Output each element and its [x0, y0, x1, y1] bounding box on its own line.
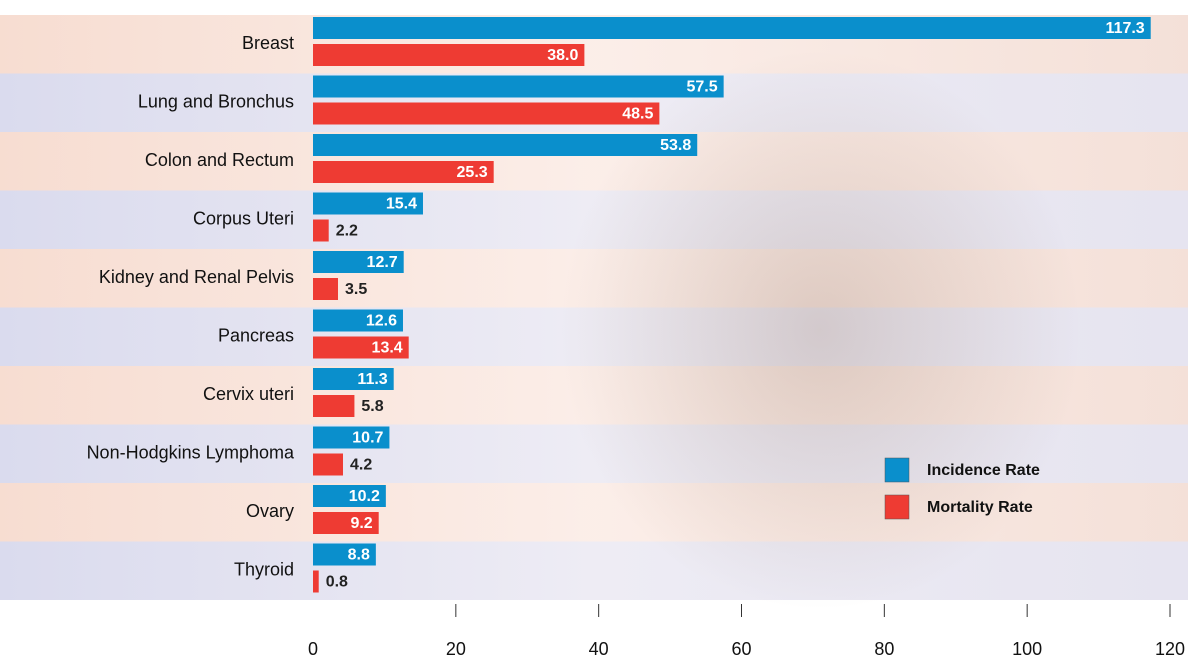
bar [313, 44, 585, 66]
bar [313, 161, 494, 183]
value-label: 10.7 [352, 430, 383, 447]
legend-label: Incidence Rate [927, 462, 1040, 479]
x-tick-label: 60 [731, 639, 751, 659]
bar [313, 219, 329, 242]
value-label: 9.2 [350, 515, 372, 532]
value-label: 10.2 [349, 488, 380, 505]
category-label: Breast [242, 33, 294, 53]
x-tick-label: 20 [446, 639, 466, 659]
value-label: 2.2 [336, 223, 358, 240]
legend-label: Mortality Rate [927, 499, 1033, 516]
category-label: Ovary [246, 501, 294, 521]
value-label: 5.8 [361, 398, 383, 415]
value-label: 53.8 [660, 137, 691, 154]
value-label: 38.0 [547, 47, 578, 64]
value-label: 4.2 [350, 457, 372, 474]
bar [313, 278, 338, 300]
value-label: 0.8 [326, 574, 348, 591]
bar [313, 368, 394, 390]
x-tick-label: 120 [1155, 639, 1185, 659]
bar [313, 102, 660, 125]
bar [313, 395, 355, 417]
value-label: 3.5 [345, 281, 367, 298]
value-label: 13.4 [372, 340, 403, 357]
x-tick-label: 0 [308, 639, 318, 659]
category-label: Thyroid [234, 560, 294, 580]
legend-swatch [884, 494, 910, 520]
bar [313, 336, 409, 359]
bar [313, 512, 379, 534]
value-label: 12.6 [366, 313, 397, 330]
bar [313, 453, 343, 476]
x-tick-label: 100 [1012, 639, 1042, 659]
value-label: 8.8 [348, 547, 370, 564]
bar [313, 309, 403, 332]
value-label: 15.4 [386, 196, 417, 213]
category-label: Pancreas [218, 326, 294, 346]
legend-swatch [884, 457, 910, 483]
value-label: 57.5 [687, 79, 718, 96]
value-label: 12.7 [367, 254, 398, 271]
bar [313, 485, 386, 507]
bar [313, 570, 319, 593]
x-tick-label: 80 [874, 639, 894, 659]
row-band [0, 541, 1188, 600]
bar [313, 251, 404, 273]
category-label: Non-Hodgkins Lymphoma [87, 443, 295, 463]
bar [313, 75, 724, 98]
category-label: Colon and Rectum [145, 150, 294, 170]
photo-shade [560, 50, 1080, 610]
value-label: 48.5 [622, 106, 653, 123]
category-label: Corpus Uteri [193, 209, 294, 229]
category-label: Lung and Bronchus [138, 92, 294, 112]
category-label: Cervix uteri [203, 384, 294, 404]
bar [313, 426, 390, 449]
x-tick-label: 40 [589, 639, 609, 659]
bar [313, 543, 376, 566]
bar [313, 134, 698, 156]
value-label: 25.3 [457, 164, 488, 181]
bar [313, 192, 423, 215]
category-label: Kidney and Renal Pelvis [99, 267, 294, 287]
bar [313, 17, 1151, 39]
value-label: 117.3 [1106, 20, 1145, 37]
value-label: 11.3 [357, 371, 387, 388]
